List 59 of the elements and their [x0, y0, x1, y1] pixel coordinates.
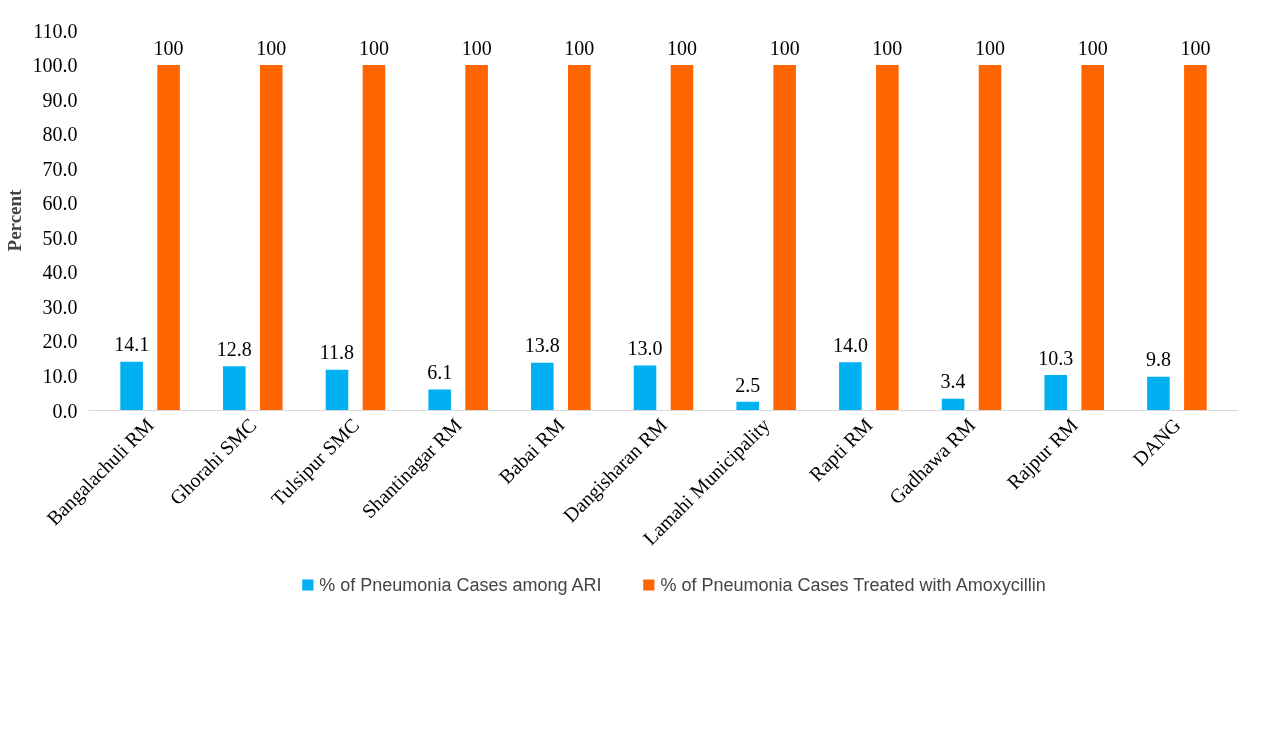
- y-tick-label: 40.0: [42, 261, 78, 284]
- data-label: 9.8: [1145, 348, 1171, 371]
- legend-label: % of Pneumonia Cases among ARI: [319, 574, 602, 595]
- bar: [1184, 65, 1207, 411]
- bar: [773, 65, 796, 411]
- y-tick-label: 60.0: [42, 192, 78, 215]
- data-label: 100: [1180, 36, 1211, 59]
- data-label: 14.1: [114, 333, 150, 356]
- bar: [157, 65, 180, 411]
- data-label: 3.4: [940, 370, 966, 393]
- data-label: 12.8: [216, 337, 252, 360]
- bar: [259, 65, 283, 411]
- data-label: 14.0: [832, 333, 868, 356]
- bar: [633, 365, 657, 411]
- bar: [325, 369, 349, 411]
- y-tick-label: 70.0: [42, 157, 78, 180]
- y-tick-label: 110.0: [33, 19, 78, 42]
- data-label: 100: [975, 36, 1006, 59]
- data-label: 100: [1077, 36, 1108, 59]
- data-label: 100: [153, 36, 184, 59]
- data-label: 13.0: [627, 337, 663, 360]
- bar: [670, 65, 694, 411]
- bar: [941, 398, 965, 411]
- data-label: 100: [461, 36, 492, 59]
- bar: [978, 65, 1002, 411]
- y-tick-label: 10.0: [42, 364, 78, 387]
- bar: [428, 389, 451, 411]
- data-label: 10.3: [1038, 346, 1074, 369]
- legend-label: % of Pneumonia Cases Treated with Amoxycillin: [660, 574, 1046, 595]
- bar: [362, 65, 386, 411]
- y-tick-label: 50.0: [42, 226, 78, 249]
- bar: [1081, 65, 1104, 411]
- y-tick-label: 30.0: [42, 295, 78, 318]
- y-tick-label: 90.0: [42, 88, 78, 111]
- y-axis-title: Percent: [3, 188, 25, 252]
- y-tick-label: 20.0: [42, 330, 78, 353]
- data-label: 100: [666, 36, 697, 59]
- data-label: 100: [872, 36, 903, 59]
- bar: [736, 401, 759, 411]
- bar: [876, 65, 899, 411]
- bar: [531, 362, 554, 411]
- bar: [120, 361, 143, 411]
- data-label: 100: [769, 36, 800, 59]
- data-label: 100: [564, 36, 595, 59]
- data-label: 2.5: [735, 373, 761, 396]
- bar: [1044, 374, 1068, 411]
- data-label: 100: [358, 36, 389, 59]
- y-tick-label: 80.0: [42, 123, 78, 146]
- data-label: 100: [256, 36, 287, 59]
- bar: [223, 366, 246, 411]
- data-label: 11.8: [319, 341, 355, 364]
- data-label: 13.8: [524, 334, 560, 357]
- bar: [839, 362, 862, 411]
- data-label: 6.1: [427, 361, 453, 384]
- bar: [568, 65, 591, 411]
- y-tick-label: 0.0: [52, 399, 78, 422]
- y-tick-label: 100.0: [32, 54, 78, 77]
- bar: [465, 65, 488, 411]
- bar: [1147, 376, 1170, 411]
